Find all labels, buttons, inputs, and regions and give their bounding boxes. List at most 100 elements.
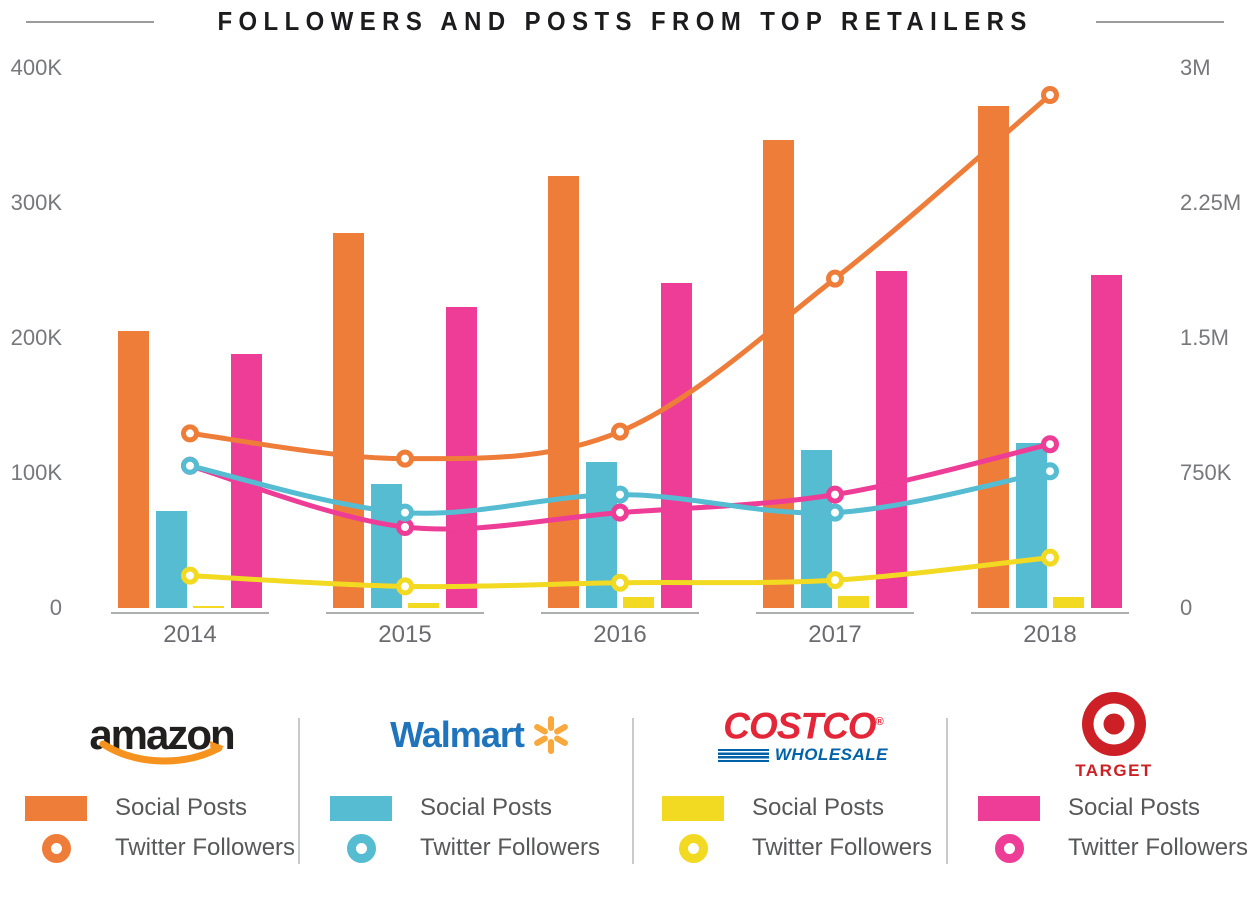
amazon-logo: amazon — [89, 713, 236, 764]
legend-row-social-posts: Social Posts — [25, 791, 298, 825]
title-left-rule — [25, 20, 154, 23]
bar-swatch-target — [978, 795, 1040, 821]
bar-swatch-amazon — [25, 795, 87, 821]
swatch-slot — [330, 795, 392, 821]
legend-row-social-posts: Social Posts — [978, 791, 1250, 825]
bar-amazon-2016 — [548, 176, 580, 608]
left-axis-tick: 200K — [10, 325, 62, 350]
bar-costco-2014 — [193, 605, 225, 608]
target-logo-text: TARGET — [1075, 760, 1153, 780]
x-axis-year-label: 2017 — [808, 621, 862, 648]
bar-target-2017 — [875, 270, 907, 608]
bar-target-2018 — [1090, 274, 1122, 608]
followers-line-amazon — [187, 92, 1053, 462]
x-axis-year-label: 2015 — [378, 621, 432, 648]
title-row: FOLLOWERS AND POSTS FROM TOP RETAILERS — [0, 6, 1250, 37]
logo-box: TARGET — [978, 685, 1250, 785]
right-axis-tick: 0 — [1180, 595, 1193, 620]
walmart-logo: Walmart — [390, 714, 570, 756]
followers-line-target — [187, 441, 1053, 532]
x-axis-segment — [756, 612, 914, 614]
bar-amazon-2014 — [118, 331, 150, 608]
bar-walmart-2014 — [155, 510, 187, 608]
chart-title: FOLLOWERS AND POSTS FROM TOP RETAILERS — [217, 6, 1033, 36]
legend-label-twitter-followers: Twitter Followers — [752, 834, 933, 861]
x-axis-year-label: 2014 — [163, 621, 217, 648]
legend-label-social-posts: Social Posts — [752, 794, 885, 821]
combo-chart: 400K 300K 200K 100K 0 3M 2.25M 1.5M 750K 0 2014 201… — [10, 55, 1242, 649]
left-axis-tick: 300K — [10, 190, 62, 215]
ring-swatch-amazon — [41, 833, 71, 863]
left-axis-tick: 100K — [10, 460, 62, 485]
bar-costco-2016 — [623, 597, 655, 608]
ring-swatch-walmart — [346, 833, 376, 863]
logo-box: COSTCO® WHOLESALE — [662, 685, 944, 785]
costco-wholesale-text: WHOLESALE — [774, 745, 888, 765]
x-axis-year-label: 2016 — [593, 621, 647, 648]
logo-box: Walmart — [330, 685, 630, 785]
target-bullseye-icon — [1082, 691, 1146, 756]
right-axis-tick: 1.5M — [1180, 325, 1229, 350]
x-axis-segment — [971, 612, 1129, 614]
legend-label-twitter-followers: Twitter Followers — [1068, 834, 1249, 861]
bar-swatch-costco — [662, 795, 724, 821]
amazon-smile-arrow-icon — [99, 740, 225, 764]
bar-walmart-2016 — [585, 462, 617, 608]
legend-divider — [946, 718, 948, 864]
point-amazon-2014 — [181, 424, 199, 443]
bar-target-2014 — [230, 354, 262, 608]
costco-wholesale-row: WHOLESALE — [718, 745, 888, 765]
ring-swatch-costco — [678, 833, 708, 863]
bar-costco-2017 — [838, 595, 870, 608]
point-amazon-2016 — [611, 422, 629, 441]
logo-box: amazon — [25, 685, 298, 785]
swatch-slot — [978, 795, 1040, 821]
swatch-slot — [25, 833, 87, 863]
bar-amazon-2017 — [763, 139, 795, 608]
followers-line-walmart — [187, 463, 1053, 516]
bar-target-2015 — [445, 306, 477, 608]
swatch-slot — [25, 795, 87, 821]
bar-walmart-2015 — [370, 483, 402, 608]
legend-label-twitter-followers: Twitter Followers — [115, 834, 296, 861]
title-right-rule — [1096, 20, 1225, 23]
followers-line-layer — [181, 86, 1059, 596]
bar-walmart-2017 — [800, 450, 832, 608]
x-axis-segment — [541, 612, 699, 614]
bar-amazon-2018 — [978, 105, 1010, 608]
legend-divider — [632, 718, 634, 864]
ring-swatch-target — [994, 833, 1024, 863]
walmart-logo-text: Walmart — [390, 714, 525, 755]
legend-block-amazon: amazon Social Posts Twitter Followers — [25, 685, 298, 875]
followers-line-costco — [187, 555, 1053, 590]
right-axis-tick: 3M — [1180, 55, 1211, 80]
bar-target-2016 — [660, 282, 692, 608]
legend-label-social-posts: Social Posts — [420, 794, 553, 821]
right-axis-tick: 750K — [1180, 460, 1232, 485]
costco-logo-text: COSTCO® — [723, 705, 883, 747]
walmart-spark-icon — [533, 716, 568, 754]
swatch-slot — [662, 833, 724, 863]
point-amazon-2018 — [1041, 86, 1059, 104]
legend-row-twitter-followers: Twitter Followers — [978, 831, 1250, 865]
costco-logo: COSTCO® WHOLESALE — [718, 705, 888, 765]
bar-walmart-2018 — [1015, 443, 1047, 608]
left-axis-tick: 0 — [49, 595, 62, 620]
swatch-slot — [978, 833, 1040, 863]
legend-row-twitter-followers: Twitter Followers — [330, 831, 630, 865]
x-axis-segment — [326, 612, 484, 614]
legend-block-costco: COSTCO® WHOLESALE Social Posts Twitter Foll… — [662, 685, 944, 875]
bar-costco-2015 — [408, 603, 440, 608]
point-target-2014 — [181, 456, 199, 475]
swatch-slot — [330, 833, 392, 863]
legend-row-twitter-followers: Twitter Followers — [662, 831, 944, 865]
point-amazon-2015 — [396, 449, 414, 468]
left-axis-tick: 400K — [10, 55, 62, 80]
legend-block-target: TARGET Social Posts Twitter Followers — [978, 685, 1250, 875]
legend-row-social-posts: Social Posts — [330, 791, 630, 825]
swatch-slot — [662, 795, 724, 821]
legend-label-social-posts: Social Posts — [1068, 794, 1201, 821]
bar-amazon-2015 — [333, 232, 365, 608]
point-walmart-2014 — [181, 456, 199, 475]
